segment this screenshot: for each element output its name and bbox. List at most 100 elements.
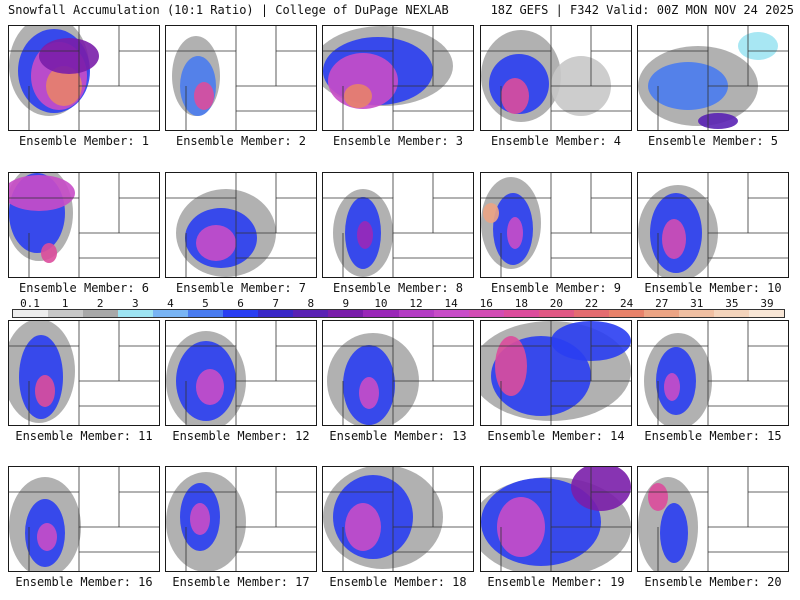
ensemble-member-label: Ensemble Member: 2 (175, 134, 307, 148)
snowfall-map (638, 26, 788, 130)
colorbar-tick-label: 9 (342, 297, 350, 310)
colorbar-tick-label: 1 (61, 297, 69, 310)
colorbar-swatch (258, 310, 294, 317)
snowfall-area (497, 497, 545, 557)
colorbar-swatch (643, 310, 679, 317)
snowfall-area (345, 503, 381, 551)
state-border (638, 50, 788, 87)
state-border (166, 491, 316, 528)
ensemble-map-panel (322, 172, 474, 278)
state-border (638, 345, 788, 382)
colorbar-swatch (538, 310, 574, 317)
ensemble-map-panel (165, 25, 317, 131)
ensemble-map-panel (322, 320, 474, 426)
ensemble-map-panel (637, 466, 789, 572)
state-border (323, 197, 473, 234)
ensemble-member-label: Ensemble Member: 6 (18, 281, 150, 295)
state-border (9, 197, 159, 234)
ensemble-map-panel (637, 320, 789, 426)
colorbar-tick-label: 8 (307, 297, 315, 310)
ensemble-map-panel (8, 172, 160, 278)
ensemble-map-panel (165, 466, 317, 572)
ensemble-map-panel (637, 25, 789, 131)
colorbar-swatch (503, 310, 539, 317)
ensemble-map-panel (480, 466, 632, 572)
ensemble-map-panel (480, 172, 632, 278)
ensemble-member-label: Ensemble Member: 14 (487, 429, 625, 443)
ensemble-map-panel (322, 466, 474, 572)
ensemble-member-label: Ensemble Member: 10 (644, 281, 782, 295)
ensemble-member-label: Ensemble Member: 13 (329, 429, 467, 443)
snowfall-map (638, 321, 788, 425)
snowfall-area (344, 84, 372, 108)
snowfall-area (190, 503, 210, 535)
snowfall-area (35, 375, 55, 407)
colorbar-tick-label: 18 (514, 297, 528, 310)
colorbar-swatch (328, 310, 364, 317)
state-border (481, 491, 631, 528)
ensemble-member-label: Ensemble Member: 12 (172, 429, 310, 443)
snowfall-map (166, 173, 316, 277)
state-border (481, 345, 631, 382)
state-border (638, 197, 788, 234)
snowfall-map (481, 467, 631, 571)
snowfall-map (9, 173, 159, 277)
snowfall-map (323, 173, 473, 277)
colorbar-swatch (678, 310, 714, 317)
snowfall-area (196, 369, 224, 405)
colorbar-tick-label: 5 (202, 297, 209, 310)
colorbar-tick-label: 31 (690, 297, 704, 310)
ensemble-member-label: Ensemble Member: 11 (15, 429, 153, 443)
colorbar-swatch (293, 310, 329, 317)
ensemble-member-label: Ensemble Member: 9 (490, 281, 622, 295)
colorbar-swatch (48, 310, 84, 317)
ensemble-member-label: Ensemble Member: 5 (647, 134, 779, 148)
snowfall-colorbar (12, 309, 785, 318)
colorbar-swatch (188, 310, 224, 317)
ensemble-member-label: Ensemble Member: 4 (490, 134, 622, 148)
state-border (166, 197, 316, 234)
snowfall-area (9, 175, 75, 211)
snowfall-map (166, 467, 316, 571)
colorbar-tick-label: 14 (444, 297, 458, 310)
snowfall-area (571, 467, 631, 511)
colorbar-swatch (713, 310, 749, 317)
colorbar-tick-label: 2 (96, 297, 104, 310)
colorbar-labels: 0.1 1 2 3 4 5 6 7 8 9 10 12 14 16 18 20 22 24 27 31 35 39 (0, 297, 800, 310)
ensemble-map-panel (480, 25, 632, 131)
snowfall-area (39, 38, 99, 74)
snowfall-map (638, 467, 788, 571)
state-border (481, 197, 631, 234)
ensemble-member-label: Ensemble Member: 7 (175, 281, 307, 295)
colorbar-tick-label: 39 (760, 297, 774, 310)
snowfall-area (507, 217, 523, 249)
snowfall-area (194, 82, 214, 110)
snowfall-area (196, 225, 236, 261)
snowfall-area (501, 78, 529, 114)
colorbar-tick-label: 0.1 (20, 297, 40, 310)
colorbar-tick-label: 16 (479, 297, 493, 310)
snowfall-area (660, 503, 688, 563)
snowfall-map (9, 467, 159, 571)
ensemble-member-label: Ensemble Member: 8 (332, 281, 464, 295)
snowfall-map (323, 26, 473, 130)
colorbar-swatch (223, 310, 259, 317)
colorbar-swatch (83, 310, 119, 317)
colorbar-swatch (748, 310, 785, 317)
snowfall-map (481, 26, 631, 130)
ensemble-member-label: Ensemble Member: 1 (18, 134, 150, 148)
snowfall-map (638, 173, 788, 277)
colorbar-tick-label: 24 (619, 297, 634, 310)
map-title: Snowfall Accumulation (10:1 Ratio) | Col… (8, 3, 449, 17)
snowfall-area (664, 373, 680, 401)
state-border (9, 345, 159, 382)
colorbar-tick-label: 4 (167, 297, 174, 310)
ensemble-map-panel (8, 25, 160, 131)
ensemble-map-panel (480, 320, 632, 426)
snowfall-map (323, 467, 473, 571)
ensemble-member-label: Ensemble Member: 19 (487, 575, 625, 589)
colorbar-tick-label: 20 (549, 297, 564, 310)
ensemble-map-panel (8, 320, 160, 426)
snowfall-area (648, 483, 668, 511)
ensemble-map-panel (165, 320, 317, 426)
